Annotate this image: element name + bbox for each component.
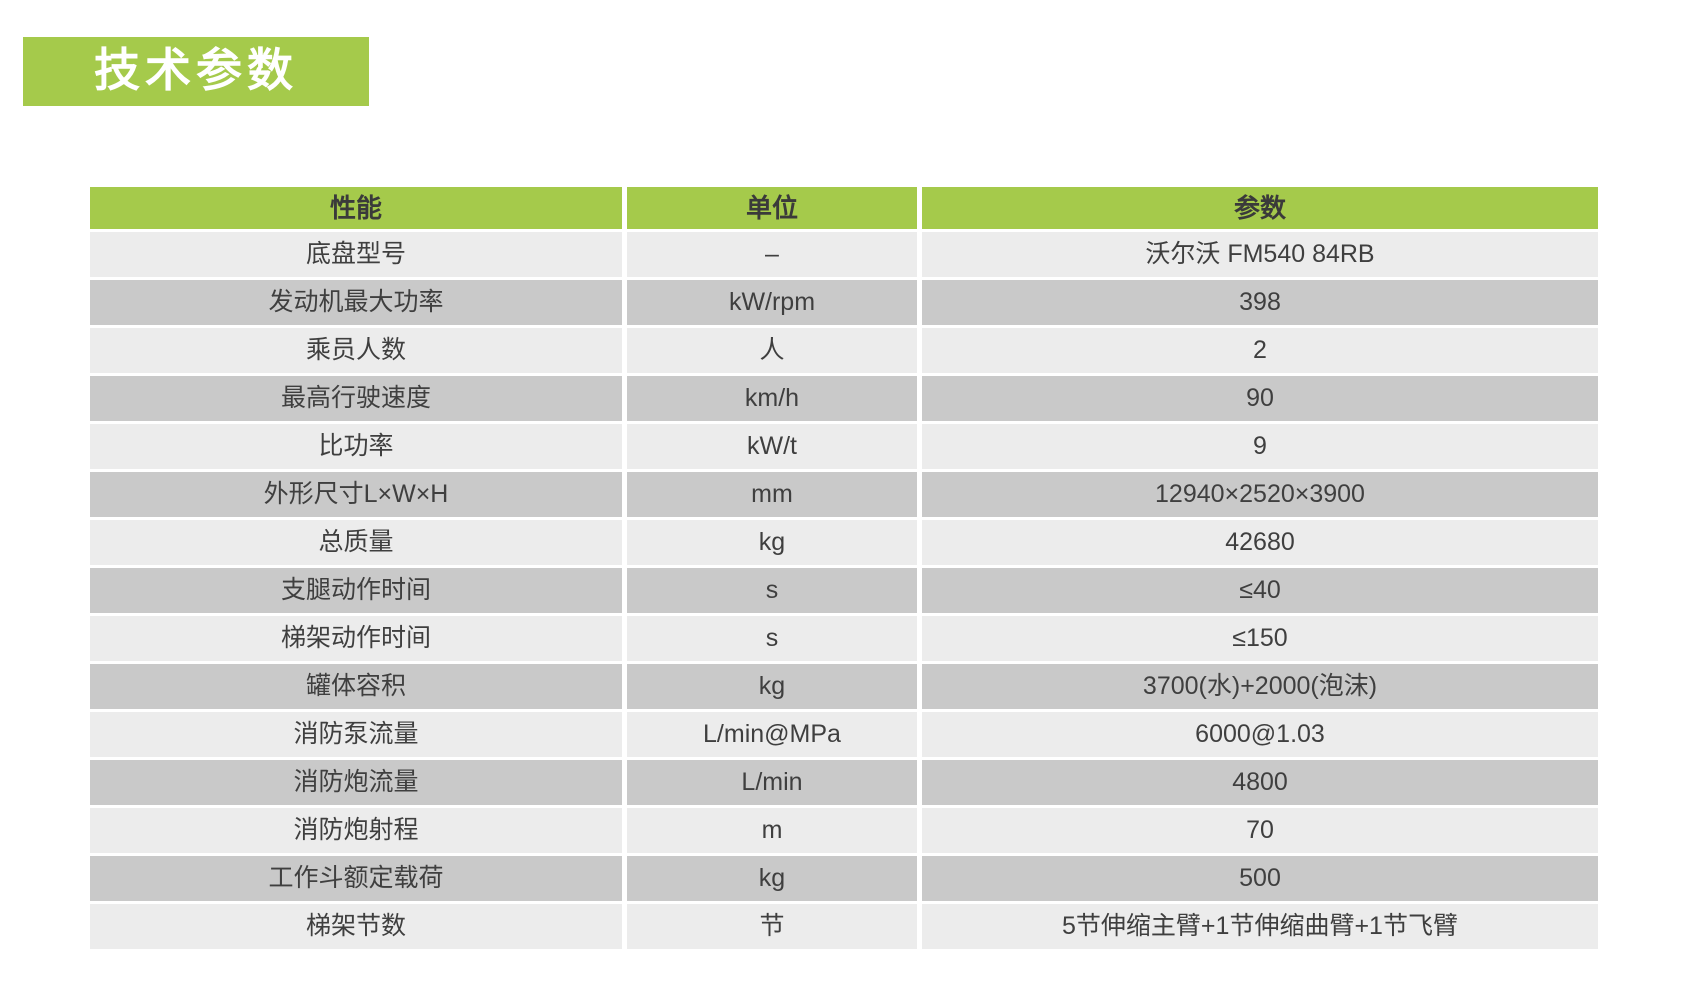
- row-label-gross-weight: 总质量: [90, 520, 622, 565]
- row-unit-ladder-action-time: s: [627, 616, 917, 661]
- row-label-ladder-action-time: 梯架动作时间: [90, 616, 622, 661]
- row-unit-specific-power: kW/t: [627, 424, 917, 469]
- row-value-ladder-sections: 5节伸缩主臂+1节伸缩曲臂+1节飞臂: [922, 904, 1598, 949]
- row-label-max-speed: 最高行驶速度: [90, 376, 622, 421]
- row-unit-ladder-sections: 节: [627, 904, 917, 949]
- row-label-basket-rated-load: 工作斗额定载荷: [90, 856, 622, 901]
- row-value-outrigger-action-time: ≤40: [922, 568, 1598, 613]
- row-value-engine-max-power: 398: [922, 280, 1598, 325]
- row-label-chassis-model: 底盘型号: [90, 232, 622, 277]
- row-value-overall-dimensions: 12940×2520×3900: [922, 472, 1598, 517]
- row-value-tank-capacity: 3700(水)+2000(泡沫): [922, 664, 1598, 709]
- row-unit-fire-monitor-range: m: [627, 808, 917, 853]
- row-label-fire-monitor-range: 消防炮射程: [90, 808, 622, 853]
- row-label-outrigger-action-time: 支腿动作时间: [90, 568, 622, 613]
- col-header-performance: 性能: [90, 187, 622, 229]
- row-label-tank-capacity: 罐体容积: [90, 664, 622, 709]
- row-value-fire-pump-flow: 6000@1.03: [922, 712, 1598, 757]
- row-unit-outrigger-action-time: s: [627, 568, 917, 613]
- row-unit-gross-weight: kg: [627, 520, 917, 565]
- row-value-gross-weight: 42680: [922, 520, 1598, 565]
- col-header-unit: 单位: [627, 187, 917, 229]
- row-value-fire-monitor-range: 70: [922, 808, 1598, 853]
- row-unit-basket-rated-load: kg: [627, 856, 917, 901]
- row-label-engine-max-power: 发动机最大功率: [90, 280, 622, 325]
- row-value-specific-power: 9: [922, 424, 1598, 469]
- row-unit-fire-monitor-flow: L/min: [627, 760, 917, 805]
- row-value-ladder-action-time: ≤150: [922, 616, 1598, 661]
- col-header-parameter: 参数: [922, 187, 1598, 229]
- row-label-ladder-sections: 梯架节数: [90, 904, 622, 949]
- row-label-overall-dimensions: 外形尺寸L×W×H: [90, 472, 622, 517]
- row-label-fire-pump-flow: 消防泵流量: [90, 712, 622, 757]
- row-unit-chassis-model: –: [627, 232, 917, 277]
- row-value-crew-count: 2: [922, 328, 1598, 373]
- row-label-crew-count: 乘员人数: [90, 328, 622, 373]
- row-unit-fire-pump-flow: L/min@MPa: [627, 712, 917, 757]
- row-label-specific-power: 比功率: [90, 424, 622, 469]
- spec-table: 性能 单位 参数 底盘型号 – 沃尔沃 FM540 84RB 发动机最大功率 k…: [90, 187, 1598, 949]
- row-unit-crew-count: 人: [627, 328, 917, 373]
- row-unit-max-speed: km/h: [627, 376, 917, 421]
- row-value-fire-monitor-flow: 4800: [922, 760, 1598, 805]
- row-value-chassis-model: 沃尔沃 FM540 84RB: [922, 232, 1598, 277]
- row-label-fire-monitor-flow: 消防炮流量: [90, 760, 622, 805]
- row-unit-engine-max-power: kW/rpm: [627, 280, 917, 325]
- row-unit-overall-dimensions: mm: [627, 472, 917, 517]
- section-title-box: 技术参数: [23, 37, 369, 106]
- row-unit-tank-capacity: kg: [627, 664, 917, 709]
- row-value-max-speed: 90: [922, 376, 1598, 421]
- section-title: 技术参数: [94, 43, 298, 96]
- row-value-basket-rated-load: 500: [922, 856, 1598, 901]
